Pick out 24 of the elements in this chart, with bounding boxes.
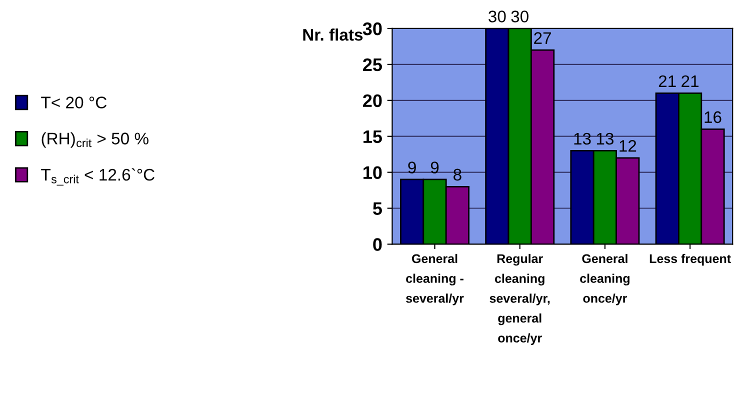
x-tick-label: Regular cleaning several/yr, general once/yr xyxy=(490,254,550,345)
data-label: 9 xyxy=(408,162,416,174)
data-label: 30 xyxy=(488,10,506,22)
data-label: 12 xyxy=(620,140,636,152)
legend-label: (RH)$_{crit}$ > 50 % xyxy=(42,132,148,148)
y-tick-label: 5 xyxy=(372,202,382,215)
legend-label: T$_{s_crit}$ < 12.6`°C xyxy=(41,168,154,186)
data-label: 21 xyxy=(658,75,676,87)
y-tick-label: 25 xyxy=(363,58,382,72)
y-tick-label: 15 xyxy=(364,130,382,144)
data-label: 9 xyxy=(430,162,439,174)
y-axis-title: Nr. flats xyxy=(303,28,363,41)
y-tick-label: 10 xyxy=(364,166,382,180)
x-tick-label: General cleaning once/yr xyxy=(580,254,630,306)
y-tick-label: 20 xyxy=(363,94,382,108)
x-tick-label: Less frequent xyxy=(650,254,731,266)
data-label: 21 xyxy=(682,75,699,87)
y-tick-label: 0 xyxy=(373,238,382,251)
x-tick-label: General cleaning - several/yr xyxy=(406,254,464,306)
data-label: 27 xyxy=(534,32,551,44)
data-label: 30 xyxy=(511,10,528,22)
y-tick-label: 30 xyxy=(362,22,382,36)
legend-label: T< 20 °C xyxy=(41,96,107,108)
data-label: 16 xyxy=(704,111,722,124)
